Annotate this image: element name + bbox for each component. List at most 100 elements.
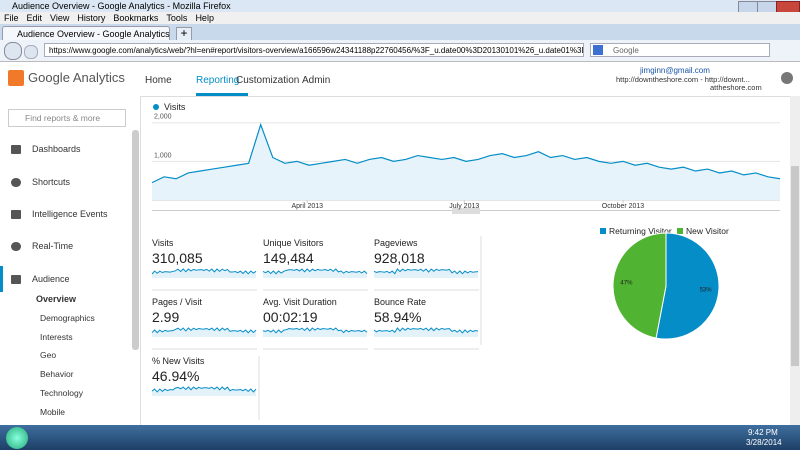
sidebar-icon xyxy=(11,275,21,284)
metric-value: 00:02:19 xyxy=(263,309,318,325)
sidebar-icon xyxy=(11,210,21,219)
sparkline-area xyxy=(374,328,478,337)
metric-value: 46.94% xyxy=(152,368,200,384)
metric-value: 310,085 xyxy=(152,250,203,266)
window-controls xyxy=(738,0,800,13)
title-bar: Audience Overview - Google Analytics - M… xyxy=(0,0,800,12)
sparkline-area xyxy=(263,269,367,278)
slice-label: 53% xyxy=(700,288,713,294)
sidebar-icon xyxy=(11,145,21,154)
tab[interactable]: Audience Overview - Google Analytics xyxy=(2,26,170,40)
sparkline xyxy=(373,268,479,275)
sidebar-subitem[interactable]: Interests xyxy=(40,332,73,342)
nav-item[interactable]: Reporting xyxy=(196,75,240,86)
sidebar-subitem[interactable]: Mobile xyxy=(40,407,66,417)
menu-item[interactable]: Edit xyxy=(26,13,43,23)
sparkline-area xyxy=(374,269,478,278)
active-section-bar xyxy=(0,266,3,292)
metric-label[interactable]: Avg. Visit Duration xyxy=(263,297,337,307)
legend-swatch xyxy=(600,228,606,234)
sidebar-item[interactable]: Dashboards xyxy=(32,144,81,154)
metric-label[interactable]: Bounce Rate xyxy=(374,297,427,307)
metric-label[interactable]: Pageviews xyxy=(374,238,418,248)
clock-date: 3/28/2014 xyxy=(746,438,782,447)
y-tick-label: 2,000 xyxy=(154,114,172,121)
sparkline xyxy=(262,268,368,275)
sparkline xyxy=(262,327,368,334)
menu-item[interactable]: View xyxy=(50,13,70,23)
sidebar-item[interactable]: Real-Time xyxy=(32,241,74,251)
sparkline xyxy=(373,327,479,334)
search-engine-icon xyxy=(593,45,603,55)
metric-label[interactable]: Unique Visitors xyxy=(263,238,324,248)
tab-bar xyxy=(0,24,800,40)
page-scrollbar xyxy=(790,96,800,425)
forward-button[interactable] xyxy=(24,45,38,59)
ga-logo[interactable]: Google Analytics xyxy=(28,70,125,85)
menu-bar: File Edit View History Bookmarks Tools Help xyxy=(0,12,800,24)
line xyxy=(151,122,781,184)
legend-swatch xyxy=(677,228,683,234)
area xyxy=(152,124,780,200)
menu-item[interactable]: History xyxy=(77,13,106,23)
metric-value: 928,018 xyxy=(374,250,425,266)
ga-logo-icon xyxy=(8,70,24,86)
sidebar-subitem[interactable]: Overview xyxy=(36,294,77,304)
y-tick-label: 1,000 xyxy=(154,152,172,159)
sparkline-area xyxy=(263,328,367,337)
window-title: Audience Overview - Google Analytics - M… xyxy=(12,1,231,11)
ga-header xyxy=(0,62,800,97)
account-site: attheshore.com xyxy=(710,83,762,92)
metric-label[interactable]: Visits xyxy=(152,238,174,248)
metric-label[interactable]: Pages / Visit xyxy=(152,297,202,307)
sidebar-subitem[interactable]: Geo xyxy=(40,350,57,360)
x-tick-label: April 2013 xyxy=(292,203,324,210)
slice-label: 47% xyxy=(620,280,633,286)
x-tick-label: October 2013 xyxy=(602,203,645,210)
sidebar-item[interactable]: Shortcuts xyxy=(32,177,71,187)
sidebar-scrollbar[interactable] xyxy=(132,130,139,350)
metric-value: 2.99 xyxy=(152,309,180,325)
account-property[interactable]: http://downtheshore.com - http://downt..… xyxy=(616,75,750,84)
sidebar-search[interactable]: Find reports & more xyxy=(8,109,126,127)
pie-slice xyxy=(612,232,667,339)
sparkline xyxy=(151,327,257,334)
taskbar xyxy=(0,425,800,450)
url-bar[interactable]: https://www.google.com/analytics/web/?hl… xyxy=(44,43,584,57)
clock-time: 9:42 PM xyxy=(748,428,778,437)
pie-slice xyxy=(655,232,720,340)
menu-item[interactable]: File xyxy=(4,13,19,23)
sidebar-icon xyxy=(11,242,21,251)
sidebar-item[interactable]: Audience xyxy=(32,274,70,284)
sparkline xyxy=(151,268,257,275)
sparkline xyxy=(151,386,257,393)
nav-item[interactable]: Home xyxy=(145,75,172,86)
sidebar-icon xyxy=(11,178,21,187)
menu-item[interactable]: Help xyxy=(195,13,214,23)
sidebar-subitem[interactable]: Behavior xyxy=(40,369,74,379)
legend-label: New Visitor xyxy=(686,226,729,236)
sparkline-area xyxy=(152,387,256,396)
metric-label[interactable]: % New Visits xyxy=(152,356,205,366)
metric-value: 58.94% xyxy=(374,309,422,325)
back-button[interactable] xyxy=(4,42,22,60)
legend-label: Visits xyxy=(164,102,186,112)
page-scroll-thumb[interactable] xyxy=(791,166,799,366)
sidebar-subitem[interactable]: Demographics xyxy=(40,313,95,323)
account-email[interactable]: jimginn@gmail.com xyxy=(640,66,710,75)
chart-resize-handle[interactable] xyxy=(452,208,480,214)
nav-item[interactable]: Admin xyxy=(302,75,331,86)
search-box[interactable]: Google xyxy=(590,43,770,57)
nav-item[interactable]: Customization xyxy=(236,75,300,86)
start-button[interactable] xyxy=(6,427,28,449)
active-nav-underline xyxy=(196,93,248,96)
legend-label: Returning Visitor xyxy=(609,226,672,236)
sidebar-subitem[interactable]: Technology xyxy=(40,388,84,398)
menu-item[interactable]: Tools xyxy=(166,13,188,23)
settings-icon[interactable] xyxy=(781,72,793,84)
new-tab-button[interactable]: + xyxy=(176,27,192,41)
menu-item[interactable]: Bookmarks xyxy=(113,13,159,23)
sparkline-area xyxy=(152,269,256,278)
sidebar-item[interactable]: Intelligence Events xyxy=(32,209,108,219)
